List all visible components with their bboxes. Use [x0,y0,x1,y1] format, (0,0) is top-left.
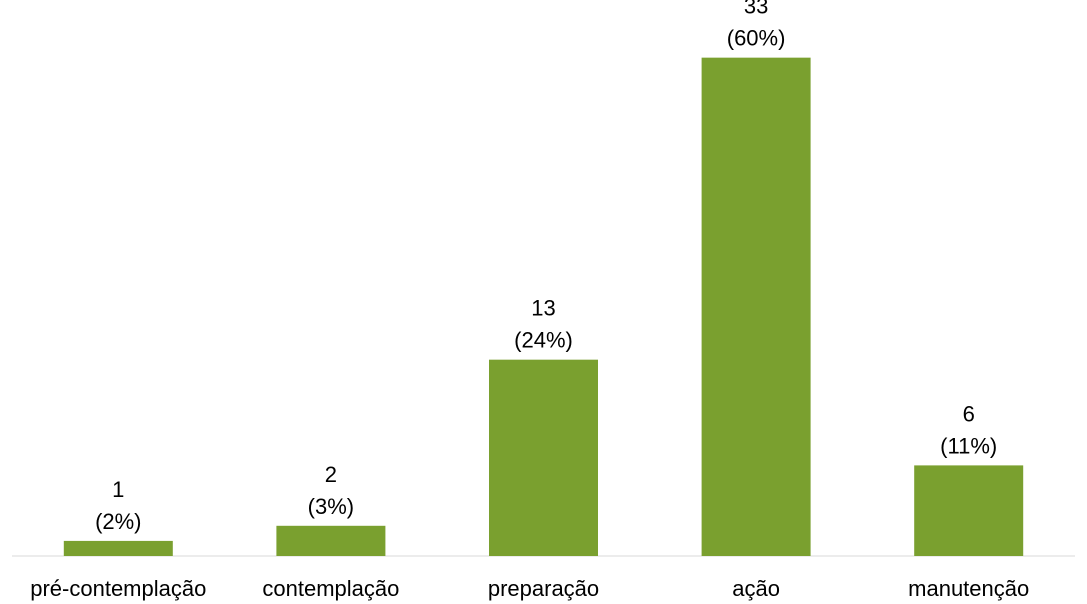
bars-layer [63,57,1024,557]
data-label-4: 6 (11%) [940,401,997,458]
x-axis-tick-labels: pré-contemplação contemplação preparação aç… [30,576,1029,601]
data-label-4-line-1: (11%) [940,433,997,458]
x-tick-label-4: manutenção [908,576,1029,601]
x-tick-label-0: pré-contemplação [30,576,206,601]
data-label-0: 1 (2%) [95,477,141,534]
data-label-1-line-0: 2 [325,462,337,487]
data-labels-layer: 1 (2%) 2 (3%) 13 (24%) 33 (60%) 6 (11%) [95,0,997,534]
data-label-2: 13 (24%) [514,296,573,353]
bar-4 [914,465,1024,556]
data-label-2-line-1: (24%) [514,328,573,353]
x-tick-label-2: preparação [488,576,599,601]
data-label-0-line-1: (2%) [95,509,141,534]
data-label-0-line-0: 1 [112,477,124,502]
bar-0 [63,540,173,556]
data-label-2-line-0: 13 [531,296,555,321]
data-label-3-line-1: (60%) [727,26,786,51]
data-label-1-line-1: (3%) [308,494,354,519]
x-tick-label-3: ação [732,576,780,601]
x-tick-label-1: contemplação [262,576,399,601]
data-label-4-line-0: 6 [963,401,975,426]
data-label-3-line-0: 33 [744,0,768,19]
bar-2 [489,359,598,556]
bar-1 [276,525,386,556]
data-label-3: 33 (60%) [727,0,786,51]
bar-3 [701,57,811,557]
data-label-1: 2 (3%) [308,462,354,519]
